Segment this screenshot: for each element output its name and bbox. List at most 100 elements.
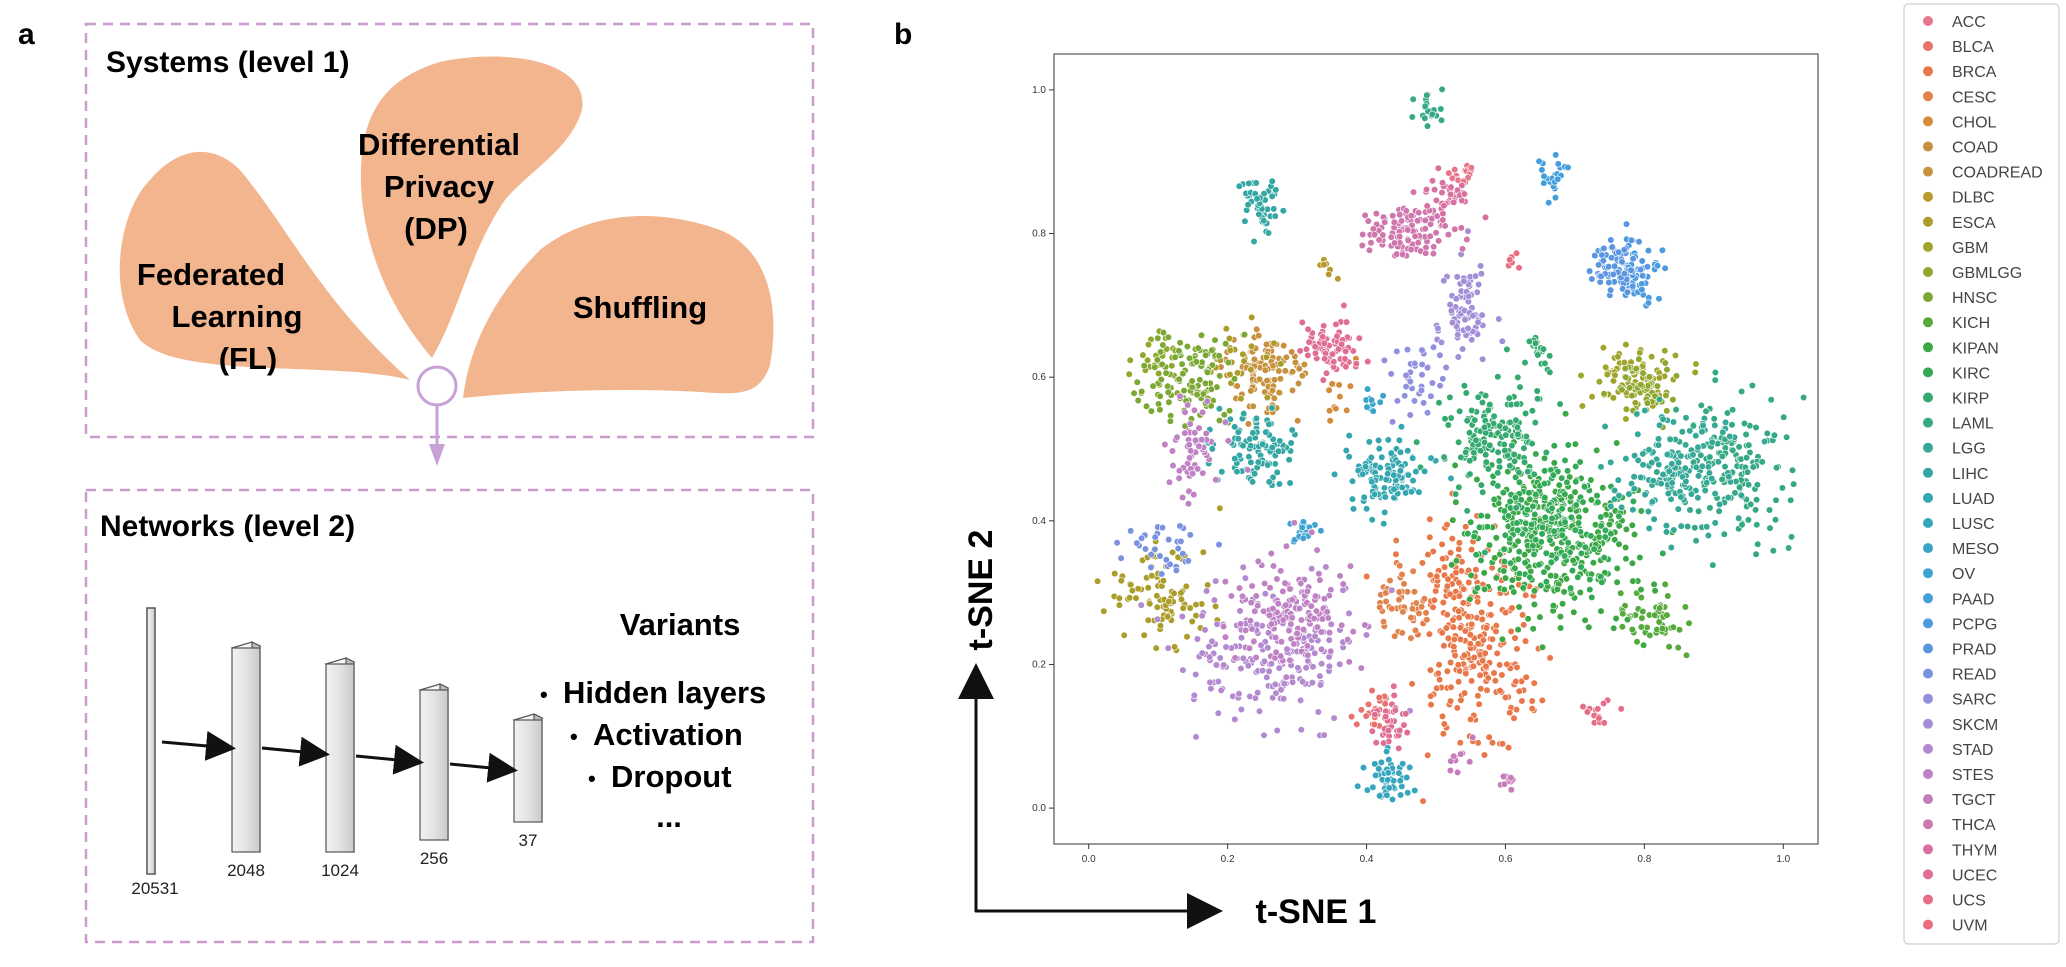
scatter-point bbox=[1282, 353, 1290, 361]
scatter-point bbox=[1346, 562, 1355, 570]
scatter-point bbox=[1429, 603, 1437, 611]
scatter-point bbox=[1578, 402, 1586, 410]
scatter-point bbox=[1462, 669, 1470, 678]
scatter-point bbox=[1433, 572, 1441, 581]
scatter-point bbox=[1420, 467, 1429, 476]
scatter-point bbox=[1245, 179, 1253, 187]
scatter-point bbox=[1151, 545, 1159, 553]
layer-arrow-1 bbox=[161, 730, 236, 761]
scatter-point bbox=[1177, 537, 1185, 546]
variant-bullet-3: • bbox=[588, 766, 596, 791]
scatter-point bbox=[1238, 592, 1247, 600]
scatter-point bbox=[1182, 582, 1190, 591]
scatter-point bbox=[1318, 615, 1326, 623]
scatter-point bbox=[1437, 338, 1446, 347]
scatter-point bbox=[1666, 435, 1674, 444]
legend-marker bbox=[1923, 292, 1933, 303]
scatter-point bbox=[1322, 369, 1331, 377]
scatter-point bbox=[1526, 573, 1534, 581]
scatter-point bbox=[1287, 620, 1295, 628]
scatter-point bbox=[1501, 531, 1509, 539]
scatter-point bbox=[1558, 531, 1566, 539]
scatter-point bbox=[1157, 375, 1165, 384]
scatter-point bbox=[1457, 453, 1465, 462]
scatter-point bbox=[1286, 585, 1294, 593]
scatter-point bbox=[1259, 607, 1268, 615]
scatter-point bbox=[1622, 525, 1630, 534]
variant-label-3: Dropout bbox=[611, 759, 732, 794]
scatter-point bbox=[1393, 250, 1401, 258]
scatter-point bbox=[1641, 406, 1649, 415]
scatter-point bbox=[1345, 432, 1353, 440]
scatter-point bbox=[1633, 638, 1641, 646]
scatter-point bbox=[1450, 635, 1458, 644]
y-tick-label: 0.6 bbox=[1032, 372, 1046, 383]
scatter-point bbox=[1381, 493, 1389, 501]
scatter-point bbox=[1609, 394, 1617, 402]
scatter-point bbox=[1653, 468, 1661, 476]
scatter-point bbox=[1655, 604, 1664, 612]
scatter-point bbox=[1623, 288, 1631, 296]
scatter-point bbox=[1669, 396, 1677, 404]
scatter-point bbox=[1283, 645, 1291, 653]
legend-label: GBM bbox=[1952, 240, 1988, 257]
scatter-point bbox=[1184, 401, 1192, 409]
scatter-point bbox=[1443, 611, 1451, 619]
scatter-point bbox=[1370, 231, 1379, 239]
scatter-point bbox=[1168, 362, 1176, 370]
scatter-point bbox=[1595, 533, 1603, 541]
scatter-point bbox=[1178, 360, 1186, 368]
scatter-point bbox=[1461, 627, 1469, 635]
scatter-point bbox=[1154, 400, 1163, 408]
scatter-point bbox=[1422, 609, 1430, 617]
scatter-point bbox=[1412, 468, 1420, 476]
scatter-point bbox=[1687, 490, 1695, 498]
scatter-point bbox=[1461, 316, 1469, 324]
petal-label-fl: Federated Learning (FL) bbox=[137, 257, 303, 376]
scatter-point bbox=[1711, 368, 1719, 377]
scatter-point bbox=[1294, 417, 1302, 425]
scatter-point bbox=[1348, 495, 1357, 503]
scatter-point bbox=[1250, 355, 1258, 364]
scatter-point bbox=[1371, 760, 1379, 768]
legend-label: LUAD bbox=[1952, 491, 1995, 508]
y-axis-title: t-SNE 2 bbox=[962, 530, 1000, 651]
scatter-point bbox=[1636, 349, 1644, 357]
scatter-point bbox=[1464, 324, 1472, 333]
scatter-point bbox=[1447, 474, 1455, 483]
scatter-point bbox=[1538, 523, 1547, 532]
scatter-point bbox=[1142, 402, 1151, 410]
scatter-point bbox=[1454, 661, 1462, 669]
scatter-point bbox=[1665, 643, 1673, 651]
scatter-point bbox=[1425, 630, 1433, 638]
scatter-point bbox=[1274, 599, 1282, 608]
scatter-point bbox=[1662, 528, 1671, 536]
scatter-point bbox=[1237, 395, 1245, 403]
scatter-point bbox=[1272, 689, 1280, 697]
scatter-point bbox=[1649, 477, 1657, 485]
scatter-point bbox=[1529, 502, 1537, 511]
legend-marker bbox=[1923, 643, 1933, 654]
scatter-point bbox=[1582, 506, 1590, 514]
scatter-point bbox=[1599, 699, 1608, 708]
scatter-point bbox=[1451, 651, 1459, 660]
scatter-point bbox=[1311, 632, 1319, 640]
legend-marker bbox=[1923, 116, 1933, 127]
variant-item-dropout: • Dropout bbox=[588, 759, 732, 794]
scatter-point bbox=[1345, 609, 1353, 618]
scatter-point bbox=[1561, 490, 1569, 498]
scatter-point bbox=[1418, 346, 1426, 354]
scatter-point bbox=[1528, 440, 1536, 448]
scatter-point bbox=[1577, 549, 1585, 558]
scatter-point bbox=[1325, 662, 1333, 670]
legend-marker bbox=[1923, 693, 1933, 704]
legend-item-ucec: UCEC bbox=[1923, 867, 1997, 884]
scatter-point bbox=[1635, 355, 1643, 363]
scatter-point bbox=[1744, 481, 1753, 489]
scatter-point bbox=[1144, 616, 1152, 624]
scatter-point bbox=[1446, 766, 1454, 775]
scatter-point bbox=[1459, 599, 1467, 607]
scatter-point bbox=[1282, 601, 1290, 609]
scatter-point bbox=[1610, 624, 1618, 632]
